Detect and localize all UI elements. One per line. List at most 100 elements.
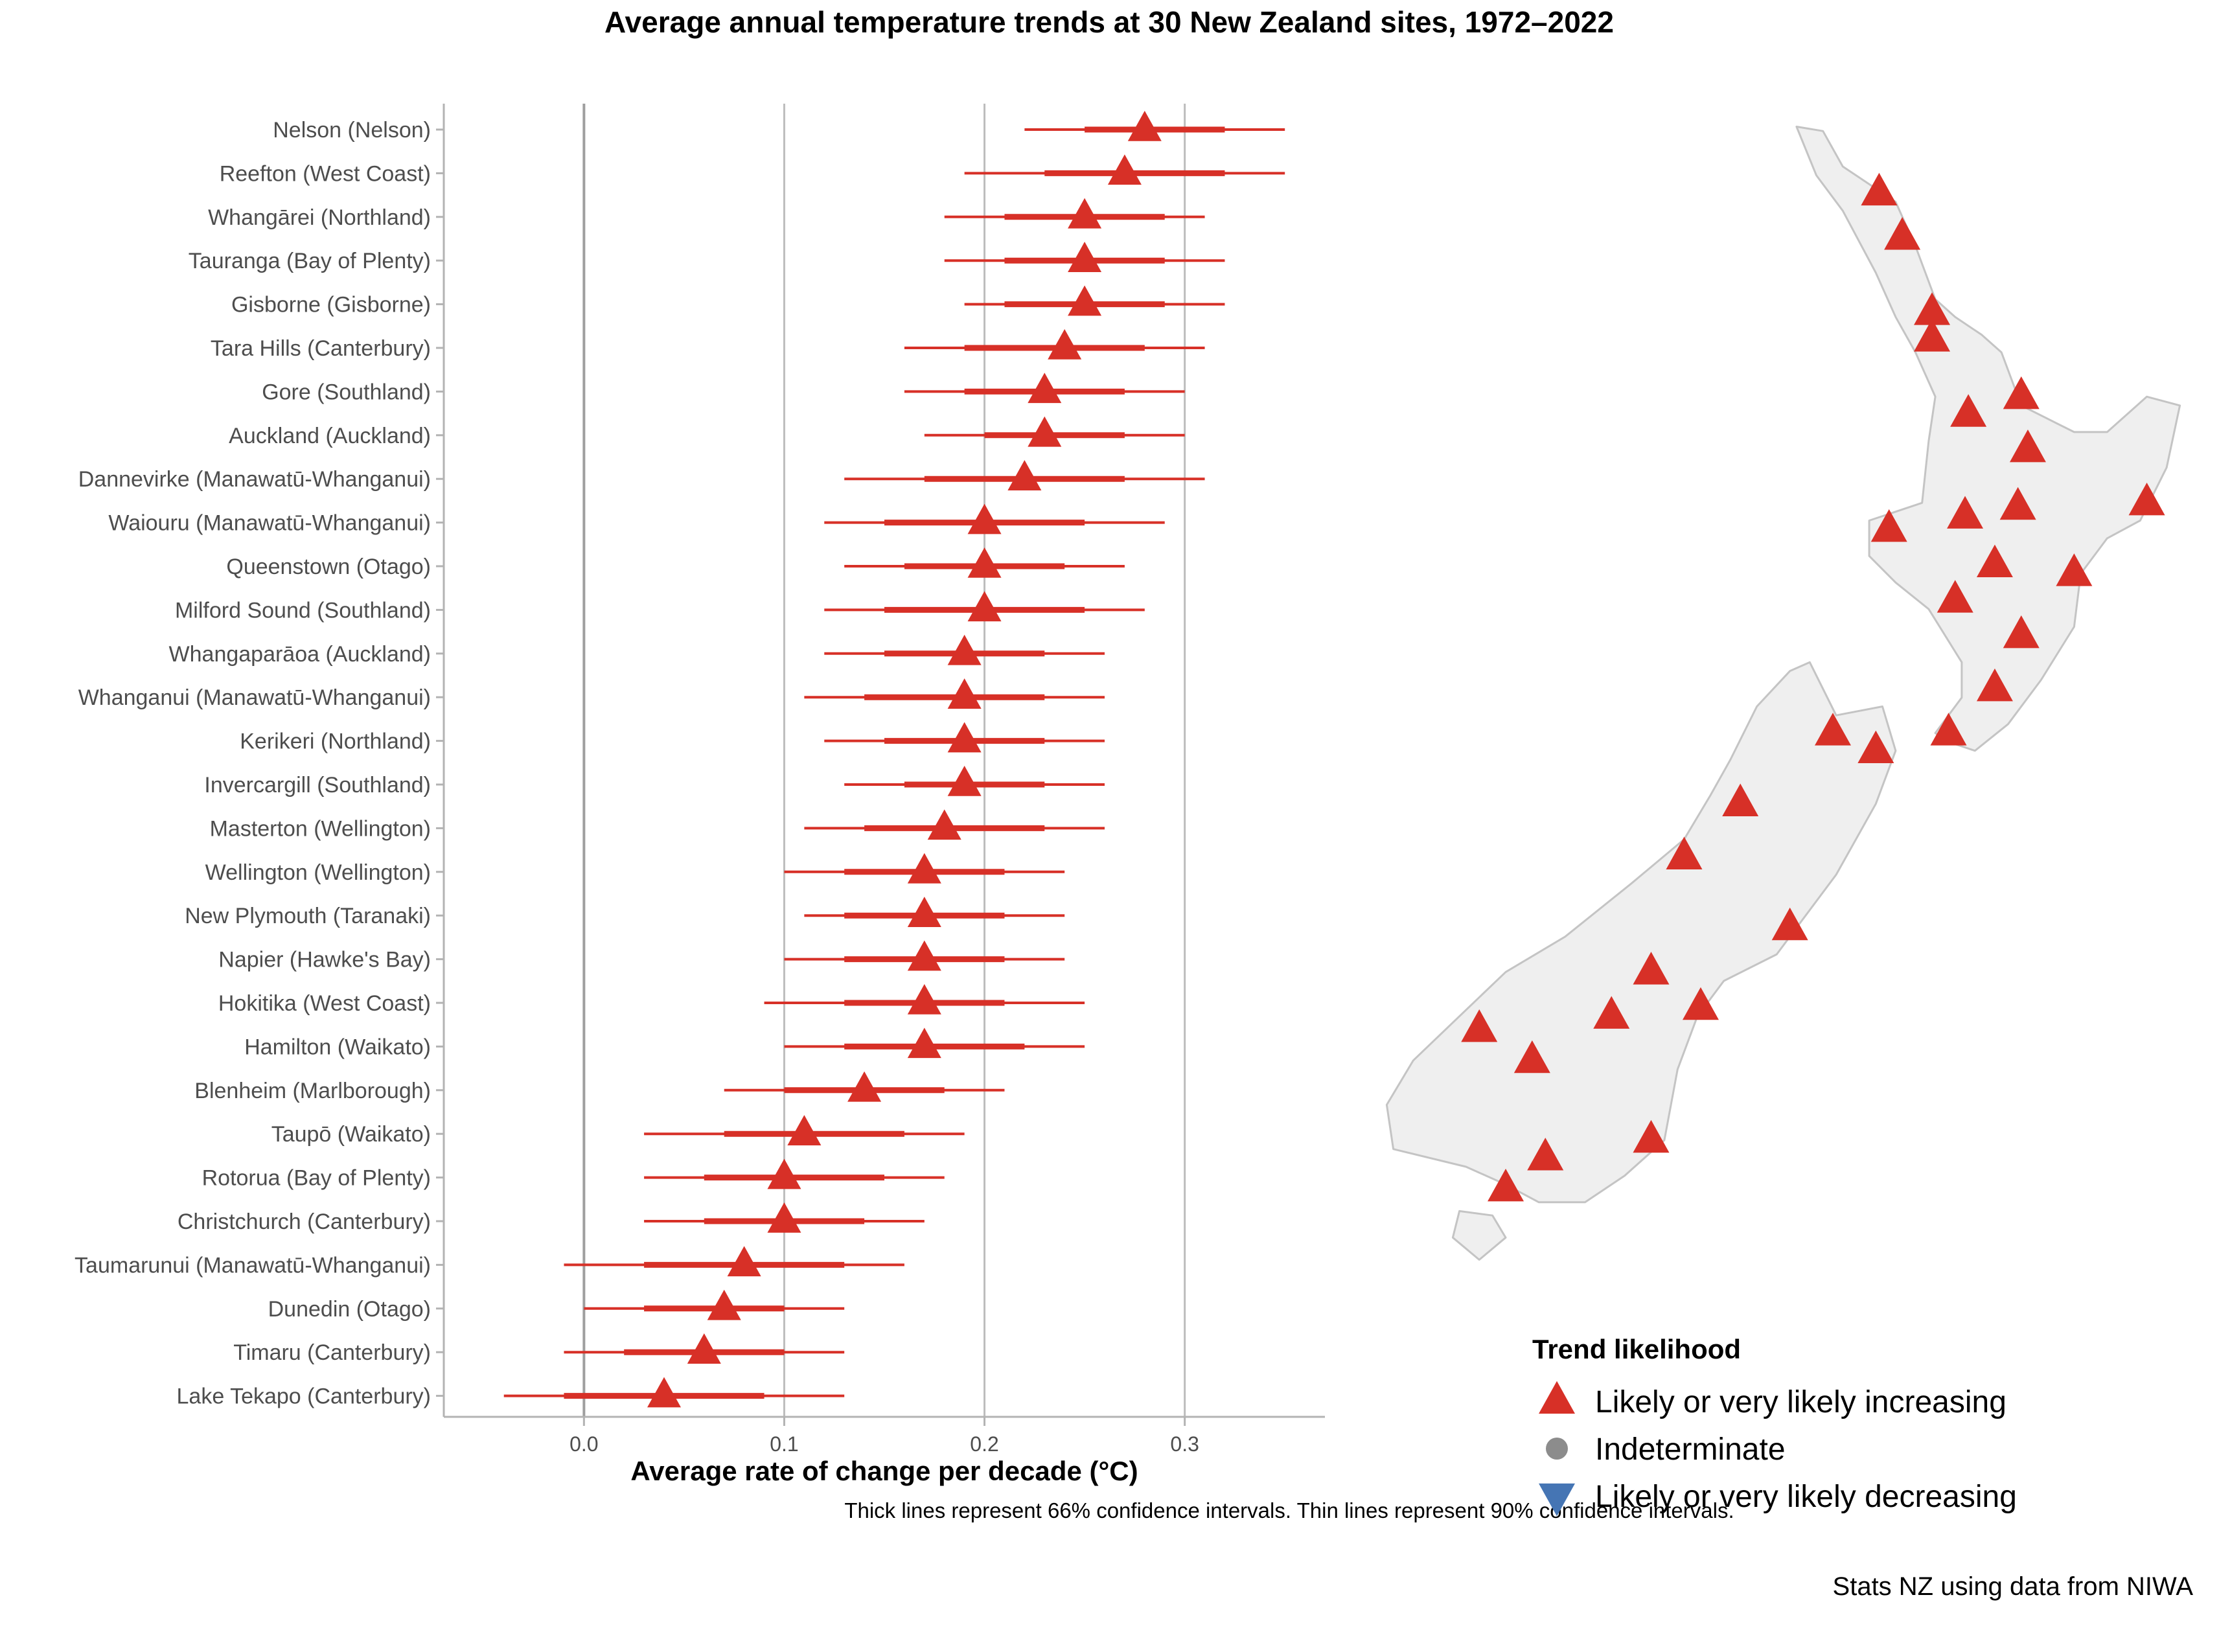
trend-point (967, 591, 1002, 622)
map-marker (1947, 496, 1984, 529)
trend-point (1107, 154, 1142, 185)
chart-caption: Thick lines represent 66% confidence int… (844, 1498, 1734, 1522)
site-label: Whangārei (Northland) (208, 205, 431, 230)
north-island-shape (1795, 126, 2181, 752)
site-label: Blenheim (Marlborough) (194, 1079, 431, 1103)
map-land (1385, 126, 2181, 1261)
map-marker (1861, 172, 1898, 206)
map-marker (1682, 987, 1719, 1020)
site-label: Dannevirke (Manawatū-Whanganui) (78, 467, 431, 492)
legend: Trend likelihood Likely or very likely i… (1532, 1334, 2017, 1517)
trend-point (1127, 110, 1162, 141)
trend-point (907, 853, 941, 884)
trend-point (947, 634, 982, 665)
site-label: Napier (Hawke's Bay) (218, 948, 431, 972)
map-marker (2003, 376, 2040, 409)
site-label: Hokitika (West Coast) (218, 991, 431, 1016)
x-axis-title: Average rate of change per decade (°C) (630, 1456, 1138, 1486)
trend-point (707, 1289, 741, 1320)
trend-point (1028, 416, 1062, 447)
map-marker (2128, 482, 2165, 516)
x-tick-label: 0.1 (770, 1432, 798, 1456)
site-label: Taupō (Waikato) (271, 1122, 431, 1147)
site-label: Tara Hills (Canterbury) (211, 336, 431, 361)
site-label: Waiouru (Manawatū-Whanganui) (108, 511, 431, 536)
map-marker (1666, 836, 1703, 869)
map-marker (1815, 713, 1852, 746)
trend-point (647, 1377, 681, 1408)
site-label: Auckland (Auckland) (229, 424, 431, 448)
x-tick-label: 0.2 (970, 1432, 998, 1456)
map-marker (1999, 487, 2036, 520)
map-marker (1930, 713, 1967, 746)
site-label: Gore (Southland) (262, 380, 431, 404)
map-marker (1771, 907, 1808, 941)
map-marker (1633, 952, 1670, 985)
map-markers (1461, 172, 2165, 1202)
site-label: Taumarunui (Manawatū-Whanganui) (75, 1253, 431, 1278)
site-label: Tauranga (Bay of Plenty) (189, 249, 431, 273)
site-label: Masterton (Wellington) (210, 816, 431, 841)
trend-point (947, 765, 982, 796)
trend-point (1028, 373, 1062, 404)
site-label: Reefton (West Coast) (220, 161, 431, 186)
trend-point (1068, 242, 1102, 272)
site-label: Whanganui (Manawatū-Whanganui) (78, 685, 431, 710)
legend-label: Indeterminate (1595, 1432, 1786, 1467)
trend-point (767, 1202, 801, 1233)
legend-label: Likely or very likely decreasing (1595, 1480, 2017, 1514)
trend-point (947, 678, 982, 709)
chart-title: Average annual temperature trends at 30 … (604, 5, 1614, 39)
map-marker (1513, 1040, 1550, 1073)
legend-key (1539, 1483, 1575, 1517)
stewart-island-shape (1451, 1210, 1507, 1261)
trend-point (907, 983, 941, 1015)
gridlines (582, 104, 1186, 1417)
south-island-shape (1385, 661, 1897, 1204)
map-marker (1976, 668, 2013, 702)
site-label: Gisborne (Gisborne) (231, 293, 431, 317)
x-tick-label: 0.0 (569, 1432, 598, 1456)
map-marker (1937, 580, 1973, 613)
legend-label: Likely or very likely increasing (1595, 1385, 2006, 1419)
confidence-intervals (503, 126, 1285, 1399)
trend-point (967, 503, 1002, 534)
site-label: Dunedin (Otago) (268, 1297, 431, 1322)
legend-key (1539, 1381, 1575, 1414)
trend-point (907, 897, 941, 927)
map-marker (1914, 292, 1951, 325)
trend-point (927, 809, 961, 840)
x-ticks: 0.0 0.1 0.2 0.3 (569, 1417, 1199, 1456)
trend-point (907, 1027, 941, 1059)
site-label: Whangaparāoa (Auckland) (169, 642, 431, 667)
trend-point (687, 1333, 721, 1364)
trend-point (1048, 328, 1082, 360)
trend-point (1068, 198, 1102, 229)
x-tick-label: 0.3 (1170, 1432, 1199, 1456)
map-marker (1914, 319, 1951, 352)
site-label: Kerikeri (Northland) (240, 729, 431, 754)
legend-key (1546, 1438, 1568, 1460)
map-marker (2009, 429, 2046, 463)
map-marker (1870, 509, 1907, 542)
site-label: Milford Sound (Southland) (175, 598, 431, 623)
trend-points (647, 110, 1162, 1408)
trend-point (1007, 460, 1042, 490)
trend-point (727, 1246, 761, 1277)
legend-title: Trend likelihood (1532, 1334, 1741, 1364)
site-label: Invercargill (Southland) (204, 773, 431, 797)
map-marker (1950, 394, 1987, 427)
map-marker (1722, 783, 1759, 816)
nz-map (1385, 126, 2181, 1261)
map-marker (1593, 996, 1630, 1029)
map-marker (1461, 1009, 1498, 1042)
site-label: Rotorua (Bay of Plenty) (202, 1166, 431, 1191)
forest-plot-panel: Nelson (Nelson) Reefton (West Coast) Whang… (75, 104, 1734, 1522)
trend-point (787, 1115, 822, 1145)
map-marker (1976, 544, 2013, 578)
source-note: Stats NZ using data from NIWA (1833, 1572, 2194, 1601)
legend-items: Likely or very likely increasing Indeterm… (1539, 1381, 2017, 1517)
site-label: Timaru (Canterbury) (233, 1340, 431, 1365)
trend-point (847, 1071, 882, 1102)
